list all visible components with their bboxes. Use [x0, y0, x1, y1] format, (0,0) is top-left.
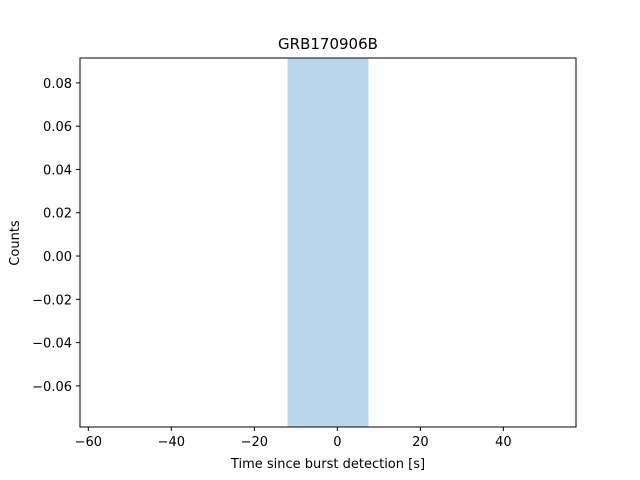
y-tick-label: −0.04: [32, 337, 72, 352]
plot-frame: [79, 57, 577, 428]
x-tick-label: 40: [495, 435, 512, 450]
y-axis: −0.06 −0.04 −0.02 0.00 0.02 0.04 0.06 0.08: [32, 77, 80, 395]
y-tick-label: −0.02: [32, 293, 72, 308]
x-tick-label: 0: [333, 435, 341, 450]
x-axis-label: Time since burst detection [s]: [230, 457, 425, 472]
y-tick-label: 0.02: [43, 207, 72, 222]
y-tick-label: −0.06: [32, 380, 72, 395]
y-tick-label: 0.00: [43, 250, 72, 265]
x-tick-label: −20: [241, 435, 268, 450]
x-tick-label: −40: [158, 435, 185, 450]
x-axis: −60 −40 −20 0 20 40: [75, 427, 512, 450]
shaded-span: [287, 58, 369, 427]
y-tick-label: 0.04: [43, 163, 72, 178]
plot-area: [79, 57, 577, 428]
x-tick-label: −60: [75, 435, 102, 450]
y-tick-label: 0.06: [43, 120, 72, 135]
y-axis-label: Counts: [8, 220, 23, 266]
chart-title: GRB170906B: [278, 35, 378, 53]
y-tick-label: 0.08: [43, 77, 72, 92]
x-tick-label: 20: [412, 435, 429, 450]
